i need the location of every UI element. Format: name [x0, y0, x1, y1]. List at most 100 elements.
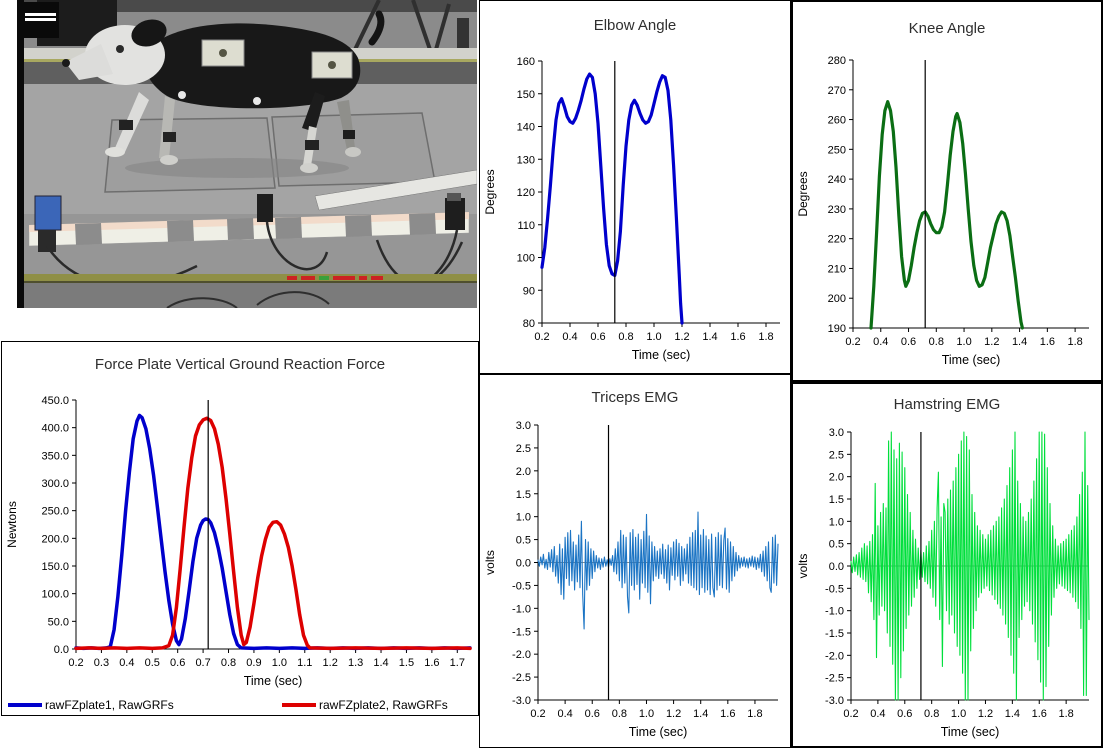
- y-tick-label: 120: [517, 187, 535, 199]
- y-tick-label: 50.0: [48, 616, 69, 628]
- x-tick-label: 1.6: [720, 708, 735, 720]
- x-tick-label: 0.6: [901, 336, 916, 348]
- hamstring-emg-panel: Hamstring EMG 0.2 0.4 0.6 0.8 1.0 1.2 1.4 1.6 1.…: [791, 382, 1103, 748]
- y-tick-label: 260: [828, 115, 846, 127]
- x-tick-label: 0.2: [530, 708, 545, 720]
- y-axis-label: Degrees: [796, 171, 810, 216]
- y-tick-label: 130: [517, 154, 535, 166]
- dog-eye: [116, 45, 124, 53]
- x-tick-label: 0.2: [68, 657, 83, 669]
- y-tick-label: 250: [828, 144, 846, 156]
- x-tick-label: 0.6: [585, 708, 600, 720]
- y-tick-label: 100: [517, 253, 535, 265]
- dog-nose: [62, 59, 70, 67]
- x-tick-label: 1.8: [1058, 708, 1073, 720]
- elbow-angle-title: Elbow Angle: [593, 17, 677, 34]
- hamstring-emg-chart: 0.2 0.4 0.6 0.8 1.0 1.2 1.4 1.6 1.8 -3.0 -2.5 -2.0 -…: [796, 427, 1090, 739]
- knee-angle-panel: Knee Angle 0.2 0.4 0.6 0.8 1.0 1.2 1.4 1.6 1.8 19…: [791, 0, 1103, 382]
- x-tick-label: 0.6: [170, 657, 185, 669]
- x-axis-label: Time (sec): [629, 725, 688, 739]
- elbow-angle-panel: Elbow Angle 0.2 0.4 0.6 0.8 1.0 1.2 1.4 1.6 1.8 8…: [479, 0, 791, 374]
- x-tick-label: 0.2: [534, 331, 549, 343]
- x-tick-label: 0.4: [119, 657, 134, 669]
- dog-photo-illustration: [17, 0, 477, 308]
- y-tick-label: 0.5: [516, 535, 531, 547]
- y-tick-label: 200: [828, 293, 846, 305]
- y-tick-label: 2.5: [516, 443, 531, 455]
- y-tick-label: -1.5: [825, 628, 844, 640]
- y-tick-label: 200.0: [41, 533, 69, 545]
- x-axis-label: Time (sec): [942, 353, 1001, 367]
- y-tick-label: 1.0: [516, 512, 531, 524]
- y-tick-label: 240: [828, 174, 846, 186]
- y-tick-label: 1.5: [516, 489, 531, 501]
- y-tick-label: -3.0: [825, 695, 844, 707]
- foreground-carpet: [17, 283, 477, 308]
- x-axis-label: Time (sec): [941, 725, 1000, 739]
- x-tick-label: 0.4: [873, 336, 888, 348]
- instrumented-beam: [28, 193, 470, 302]
- y-tick-label: 2.5: [829, 449, 844, 461]
- x-tick-label: 1.2: [978, 708, 993, 720]
- x-tick-label: 1.4: [702, 331, 717, 343]
- x-tick-label: 1.4: [693, 708, 708, 720]
- y-tick-label: -0.5: [512, 580, 531, 592]
- x-tick-label: 0.4: [870, 708, 885, 720]
- y-axis-label: Degrees: [483, 169, 497, 214]
- beam-clamp-right: [445, 198, 465, 230]
- x-tick-label: 1.7: [450, 657, 465, 669]
- x-tick-label: 0.8: [929, 336, 944, 348]
- x-tick-label: 1.6: [1032, 708, 1047, 720]
- y-tick-label: 270: [828, 85, 846, 97]
- y-tick-label: 140: [517, 122, 535, 134]
- legend-label: rawFZplate1, RawGRFs: [45, 698, 174, 712]
- y-axis-label: volts: [483, 550, 497, 575]
- x-tick-label: 1.0: [951, 708, 966, 720]
- rawFZplate2-series: [74, 416, 472, 651]
- y-tick-label: 190: [828, 323, 846, 335]
- x-tick-label: 1.0: [646, 331, 661, 343]
- x-tick-label: 0.9: [246, 657, 261, 669]
- y-tick-label: 250.0: [41, 506, 69, 518]
- y-axis-label: Newtons: [5, 501, 19, 548]
- x-tick-label: 1.4: [1005, 708, 1020, 720]
- x-tick-label: 1.3: [348, 657, 363, 669]
- y-tick-label: 0.0: [54, 644, 69, 656]
- blue-connector: [34, 195, 62, 231]
- y-tick-label: -3.0: [512, 695, 531, 707]
- elbow-angle-series: [540, 72, 684, 325]
- y-tick-label: 1.0: [829, 516, 844, 528]
- triceps-emg-panel: Triceps EMG 0.2 0.4 0.6 0.8 1.0 1.2 1.4 1.6 1.8 -…: [479, 374, 791, 748]
- video-overlay-box: [23, 2, 59, 38]
- x-tick-label: 0.8: [221, 657, 236, 669]
- y-tick-label: 150: [517, 89, 535, 101]
- y-tick-label: 80: [523, 318, 535, 330]
- x-tick-label: 1.0: [956, 336, 971, 348]
- y-tick-label: -2.0: [512, 649, 531, 661]
- side-rail: [314, 169, 477, 211]
- y-tick-label: 90: [523, 285, 535, 297]
- triceps-emg-series: [537, 511, 779, 630]
- x-tick-label: 0.4: [562, 331, 577, 343]
- x-tick-label: 0.3: [94, 657, 109, 669]
- y-tick-label: 280: [828, 55, 846, 67]
- y-tick-label: -2.5: [512, 672, 531, 684]
- y-tick-label: 0.5: [829, 539, 844, 551]
- photo-left-black-bar: [17, 0, 24, 308]
- x-tick-label: 0.6: [590, 331, 605, 343]
- y-tick-label: -1.0: [512, 603, 531, 615]
- knee-angle-chart: 0.2 0.4 0.6 0.8 1.0 1.2 1.4 1.6 1.8 190 200 210 220 2…: [796, 55, 1089, 367]
- y-tick-label: 220: [828, 234, 846, 246]
- y-tick-label: 150.0: [41, 561, 69, 573]
- x-axis-label: Time (sec): [632, 348, 691, 362]
- dog-snout: [65, 44, 113, 80]
- x-tick-label: 0.5: [145, 657, 160, 669]
- y-tick-label: 110: [517, 220, 535, 232]
- x-tick-label: 1.2: [674, 331, 689, 343]
- dog-ear: [131, 19, 167, 47]
- x-tick-label: 1.8: [1067, 336, 1082, 348]
- hamstring-emg-title: Hamstring EMG: [893, 396, 1001, 413]
- x-tick-label: 1.6: [424, 657, 439, 669]
- knee-angle-title: Knee Angle: [908, 20, 986, 37]
